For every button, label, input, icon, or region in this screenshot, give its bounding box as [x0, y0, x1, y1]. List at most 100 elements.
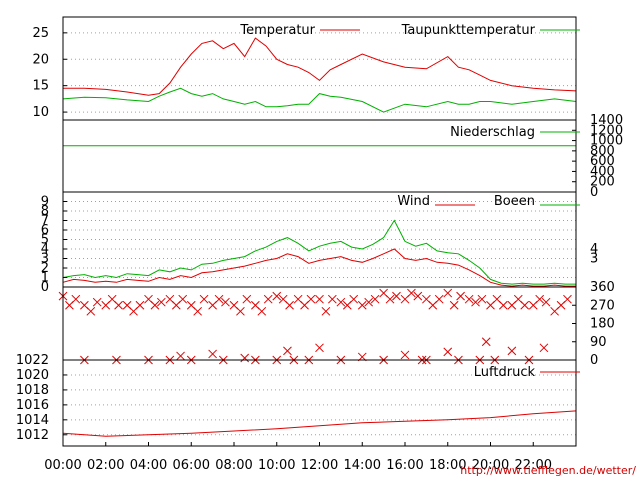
scatter-point [208, 349, 217, 359]
scatter-point-stroke [327, 294, 337, 304]
scatter-point [242, 294, 252, 304]
scatter-point [464, 294, 474, 304]
scatter-point-stroke [481, 337, 491, 347]
y-tick-label: 1016 [16, 398, 49, 413]
scatter-point-stroke [422, 294, 431, 304]
scatter-point [236, 306, 245, 316]
x-tick-label: 16:00 [386, 458, 423, 473]
y-tick-label: 9 [41, 195, 49, 210]
scatter-point [327, 294, 337, 304]
scatter-point-stroke [407, 288, 416, 298]
scatter-point-stroke [315, 294, 324, 304]
x-tick-label: 20:00 [472, 458, 509, 473]
legend-label: Boeen [494, 194, 535, 209]
y-tick-label: 20 [32, 52, 49, 67]
scatter-point-stroke [357, 300, 367, 310]
y-tick-label: 1018 [16, 383, 49, 398]
y-tick-label-right: 90 [590, 335, 607, 350]
scatter-point [285, 300, 294, 310]
scatter-point-stroke [456, 291, 465, 301]
y-tick-label-right: 3 [590, 252, 598, 267]
y-tick-label: 6 [41, 223, 49, 238]
scatter-point [370, 294, 380, 304]
scatter-point [481, 337, 491, 347]
scatter-point-stroke [392, 291, 401, 301]
series-line-Taupunkttemperatur [62, 87, 577, 113]
scatter-point [349, 294, 359, 304]
y-tick-label-right: 270 [590, 298, 615, 313]
scatter-point [357, 300, 367, 310]
y-tick-label-right: 1200 [590, 123, 623, 138]
y-tick-label-right: 0 [590, 353, 598, 368]
scatter-point [434, 294, 444, 304]
y-tick-label-right: 360 [590, 280, 615, 295]
x-tick-label: 10:00 [258, 458, 295, 473]
scatter-point-stroke [507, 346, 517, 356]
scatter-point-stroke [135, 300, 145, 310]
scatter-point-stroke [144, 294, 153, 304]
scatter-point-stroke [92, 297, 102, 307]
y-tick-label-right: 4 [590, 242, 598, 257]
x-tick-label: 02:00 [87, 458, 124, 473]
scatter-point [413, 291, 423, 301]
scatter-point-stroke [520, 300, 530, 310]
scatter-point [193, 306, 203, 316]
y-tick-label-right: 0 [590, 185, 598, 200]
scatter-point-stroke [541, 297, 551, 307]
scatter-point [114, 300, 123, 310]
scatter-point-stroke [156, 297, 166, 307]
scatter-point [263, 294, 273, 304]
scatter-point-stroke [364, 297, 374, 307]
scatter-point [449, 300, 459, 310]
scatter-point [257, 306, 267, 316]
scatter-point-stroke [379, 288, 388, 298]
y-tick-label: 7 [41, 214, 49, 229]
y-tick-label-right: 1000 [590, 134, 623, 149]
y-tick-label: 4 [41, 242, 49, 257]
y-tick-label: 1 [41, 271, 49, 286]
scatter-point [178, 294, 188, 304]
scatter-point [385, 294, 395, 304]
scatter-point-stroke [221, 297, 230, 307]
y-tick-label-right: 800 [590, 144, 615, 159]
scatter-point [456, 291, 465, 301]
y-tick-label: 3 [41, 252, 49, 267]
y-tick-label: 1012 [16, 428, 49, 443]
scatter-point [315, 294, 324, 304]
scatter-point-stroke [178, 294, 188, 304]
scatter-point [498, 300, 508, 310]
x-tick-label: 12:00 [301, 458, 338, 473]
scatter-point [176, 351, 185, 361]
y-tick-label-right: 400 [590, 164, 615, 179]
scatter-point [507, 346, 517, 356]
scatter-point [477, 294, 487, 304]
scatter-point [539, 343, 549, 353]
scatter-point [563, 294, 572, 304]
scatter-point-stroke [278, 294, 288, 304]
series-line-Luftdruck [62, 410, 577, 437]
scatter-point-stroke [492, 294, 502, 304]
scatter-point-stroke [114, 300, 123, 310]
source-url[interactable]: http://www.tiefflegen.de/wetter/ [460, 464, 636, 477]
scatter-point [156, 297, 166, 307]
scatter-point-stroke [71, 294, 81, 304]
x-tick-label: 14:00 [344, 458, 381, 473]
scatter-point [471, 297, 480, 307]
series-line-Wind [62, 248, 576, 287]
y-tick-label-right: 1400 [590, 113, 623, 128]
scatter-point [221, 297, 230, 307]
series-line-Temperatur [63, 37, 577, 96]
scatter-point-stroke [513, 294, 523, 304]
scatter-point-stroke [236, 306, 245, 316]
x-tick-label: 00:00 [44, 458, 81, 473]
scatter-point [283, 346, 292, 356]
y-tick-label: 2 [41, 261, 49, 276]
scatter-point-stroke [336, 297, 346, 307]
y-tick-label: 1014 [16, 413, 49, 428]
scatter-point-stroke [199, 294, 209, 304]
scatter-point [443, 288, 453, 298]
scatter-point [392, 291, 401, 301]
scatter-point-stroke [251, 300, 260, 310]
y-tick-label: 15 [32, 79, 49, 94]
